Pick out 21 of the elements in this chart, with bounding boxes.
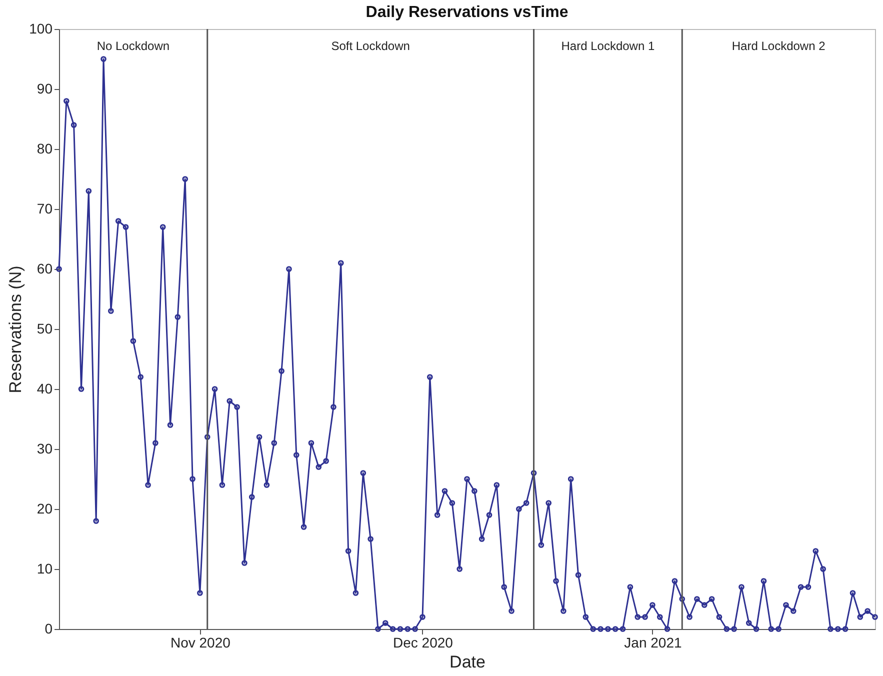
y-tick-label: 100 bbox=[29, 20, 53, 36]
chart-title: Daily Reservations vsTime bbox=[366, 4, 568, 21]
y-tick-label: 50 bbox=[36, 320, 53, 336]
y-tick-label: 30 bbox=[36, 440, 53, 456]
y-tick-label: 10 bbox=[36, 560, 53, 576]
y-tick-label: 70 bbox=[36, 200, 53, 216]
y-axis-title: Reservations (N) bbox=[6, 266, 26, 394]
annotation: Soft Lockdown bbox=[331, 39, 410, 53]
y-tick-label: 20 bbox=[36, 500, 53, 516]
annotation: No Lockdown bbox=[96, 39, 170, 53]
x-axis-title: Date bbox=[450, 652, 486, 672]
x-tick-label: Dec 2020 bbox=[393, 634, 454, 650]
annotation: Hard Lockdown 1 bbox=[561, 39, 655, 53]
x-tick-label: Nov 2020 bbox=[170, 634, 231, 650]
annotation: Hard Lockdown 2 bbox=[732, 39, 826, 53]
x-tick-label: Jan 2021 bbox=[624, 634, 682, 650]
y-tick-label: 90 bbox=[36, 80, 53, 96]
y-tick-label: 60 bbox=[36, 260, 53, 276]
y-tick-label: 80 bbox=[36, 140, 53, 156]
y-tick-label: 0 bbox=[44, 620, 53, 636]
y-tick-label: 40 bbox=[36, 380, 53, 396]
